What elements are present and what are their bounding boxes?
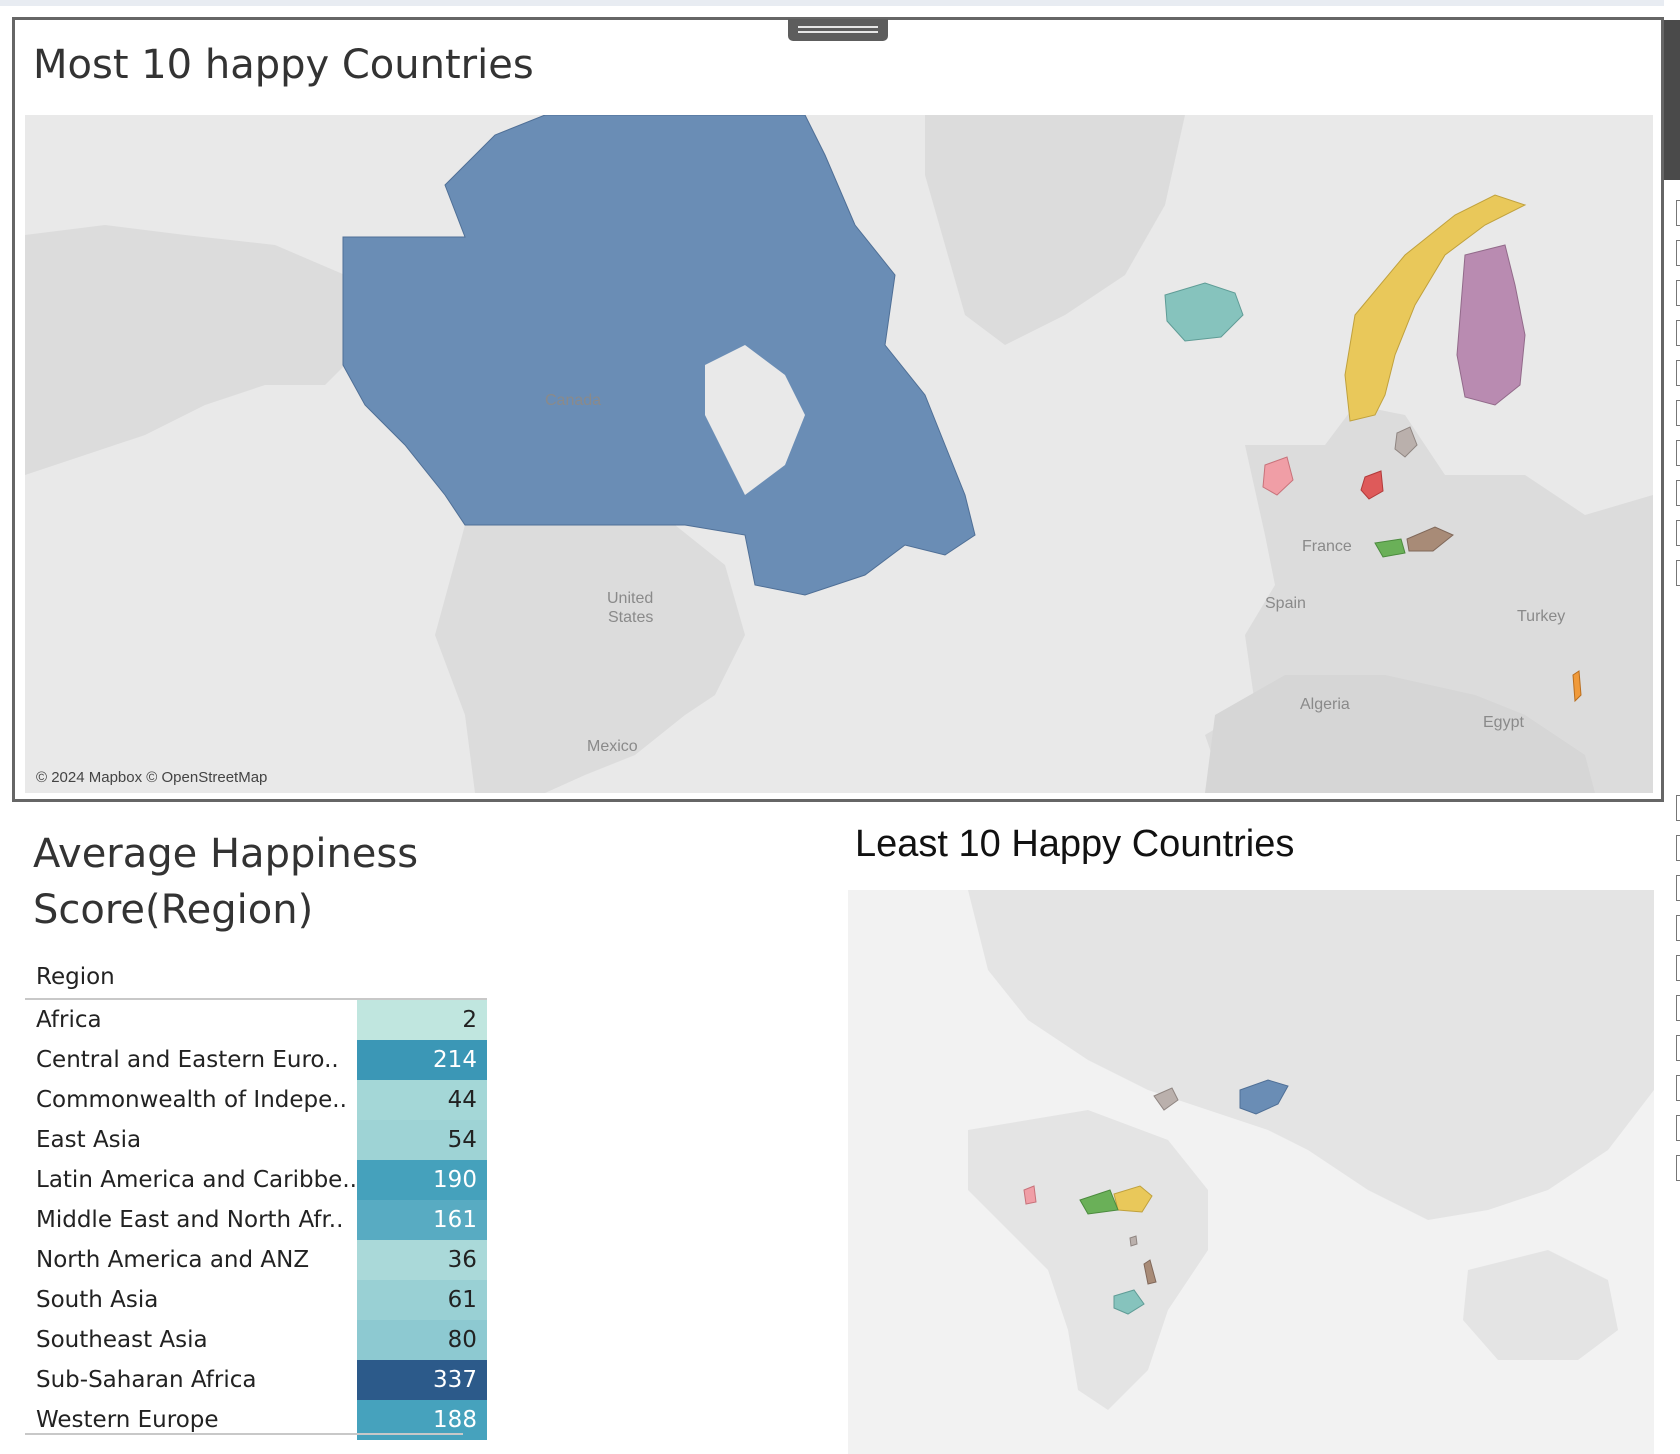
legend-swatch[interactable] [1676, 955, 1680, 981]
region-name[interactable]: Central and Eastern Euro.. [36, 1047, 339, 1073]
region-name[interactable]: Sub-Saharan Africa [36, 1367, 257, 1393]
legend-swatch[interactable] [1676, 875, 1680, 901]
region-value-cell[interactable]: 54 [356, 1120, 487, 1160]
table-row[interactable]: North America and ANZ 36 [25, 1240, 487, 1280]
label-algeria: Algeria [1300, 696, 1350, 713]
region-name[interactable]: South Asia [36, 1287, 159, 1313]
legend-swatch[interactable] [1676, 200, 1680, 226]
label-mexico: Mexico [587, 738, 638, 755]
sierra-leone-shape [1023, 1185, 1037, 1205]
region-name[interactable]: Middle East and North Afr.. [36, 1207, 344, 1233]
greenland-land [925, 115, 1185, 345]
africa-land [968, 1110, 1208, 1410]
syria-shape [1153, 1087, 1179, 1111]
region-value-cell[interactable]: 161 [356, 1200, 487, 1240]
switzerland-shape [1374, 538, 1406, 558]
malawi-shape [1143, 1259, 1157, 1285]
legend-swatch[interactable] [1676, 1035, 1680, 1061]
least-map-title: Least 10 Happy Countries [855, 823, 1295, 865]
label-spain: Spain [1265, 595, 1306, 612]
afghanistan-shape [1239, 1079, 1289, 1115]
australia-land [1463, 1250, 1618, 1360]
legend-swatch[interactable] [1676, 915, 1680, 941]
iceland-shape [1164, 282, 1244, 342]
eurasia-land [968, 890, 1654, 1220]
region-value-cell[interactable]: 36 [356, 1240, 487, 1280]
legend-swatch[interactable] [1676, 560, 1680, 586]
bottom-map-canvas [848, 890, 1654, 1454]
denmark-shape [1394, 426, 1418, 458]
top-map-title: Most 10 happy Countries [33, 42, 534, 88]
legend-swatch[interactable] [1676, 1075, 1680, 1101]
bottom-map[interactable] [848, 890, 1654, 1454]
austria-shape [1406, 526, 1454, 552]
rwanda-shape [1129, 1235, 1138, 1247]
israel-shape [1572, 670, 1582, 703]
chad-south-shape [1079, 1189, 1119, 1215]
zone-toolbar[interactable] [1664, 20, 1680, 180]
legend-swatch[interactable] [1676, 240, 1680, 266]
norway-shape [1344, 194, 1527, 422]
region-value-cell[interactable]: 61 [356, 1280, 487, 1320]
table-row[interactable]: Southeast Asia 80 [25, 1320, 487, 1360]
region-table-title: Average Happiness Score(Region) [33, 831, 419, 933]
region-name[interactable]: Latin America and Caribbe.. [36, 1167, 357, 1193]
canada-shape [342, 115, 976, 596]
zimbabwe-shape [1113, 1289, 1145, 1315]
legend-swatch[interactable] [1676, 995, 1680, 1021]
ireland-shape [1262, 456, 1294, 496]
legend-swatch[interactable] [1676, 520, 1680, 546]
region-value-cell[interactable]: 80 [356, 1320, 487, 1360]
alaska-land [25, 225, 345, 475]
legend-swatch[interactable] [1676, 1155, 1680, 1181]
legend-swatch[interactable] [1676, 835, 1680, 861]
table-row[interactable]: Central and Eastern Euro.. 214 [25, 1040, 487, 1080]
table-row[interactable]: Commonwealth of Indepe.. 44 [25, 1080, 487, 1120]
region-name[interactable]: Commonwealth of Indepe.. [36, 1087, 347, 1113]
label-france: France [1302, 538, 1352, 555]
region-value-cell[interactable]: 337 [356, 1360, 487, 1400]
table-row[interactable]: Sub-Saharan Africa 337 [25, 1360, 487, 1400]
region-table: Region Africa 2 Central and Eastern Euro..… [25, 960, 487, 1440]
drag-grip-handle[interactable] [788, 19, 888, 41]
table-row[interactable]: Africa 2 [25, 999, 487, 1040]
finland-shape [1456, 244, 1526, 406]
table-row[interactable]: East Asia 54 [25, 1120, 487, 1160]
legend-swatch[interactable] [1676, 440, 1680, 466]
table-row[interactable]: South Asia 61 [25, 1280, 487, 1320]
region-name[interactable]: Western Europe [36, 1407, 219, 1433]
label-turkey: Turkey [1517, 608, 1565, 625]
africa-land [1205, 675, 1595, 793]
region-value-cell[interactable]: 44 [356, 1080, 487, 1120]
label-states: States [608, 609, 653, 626]
region-column-header[interactable]: Region [25, 960, 487, 1000]
region-name[interactable]: Africa [36, 1007, 102, 1033]
us-land [435, 525, 745, 793]
top-map-canvas: Canada United States Mexico France Spain… [25, 115, 1653, 793]
legend-swatch[interactable] [1676, 1115, 1680, 1141]
legend-swatch[interactable] [1676, 360, 1680, 386]
legend-swatch[interactable] [1676, 480, 1680, 506]
legend-swatch[interactable] [1676, 795, 1680, 821]
label-egypt: Egypt [1483, 714, 1524, 731]
label-united: United [607, 590, 653, 607]
legend-swatch[interactable] [1676, 400, 1680, 426]
top-border [0, 0, 1680, 6]
region-value-cell[interactable]: 2 [356, 999, 487, 1040]
label-canada: Canada [545, 392, 601, 409]
region-name[interactable]: Southeast Asia [36, 1327, 208, 1353]
top-map[interactable]: Canada United States Mexico France Spain… [25, 115, 1653, 793]
table-row[interactable]: Middle East and North Afr.. 161 [25, 1200, 487, 1240]
region-name[interactable]: North America and ANZ [36, 1247, 310, 1273]
region-value-cell[interactable]: 190 [356, 1160, 487, 1200]
table-row[interactable]: Latin America and Caribbe.. 190 [25, 1160, 487, 1200]
legend-swatch[interactable] [1676, 320, 1680, 346]
table-bottom-rule [25, 1433, 463, 1435]
map-attribution[interactable]: © 2024 Mapbox © OpenStreetMap [36, 769, 268, 786]
netherlands-shape [1360, 470, 1384, 500]
region-value-cell[interactable]: 214 [356, 1040, 487, 1080]
legend-swatch[interactable] [1676, 280, 1680, 306]
hudson-bay [705, 345, 805, 495]
region-name[interactable]: East Asia [36, 1127, 142, 1153]
